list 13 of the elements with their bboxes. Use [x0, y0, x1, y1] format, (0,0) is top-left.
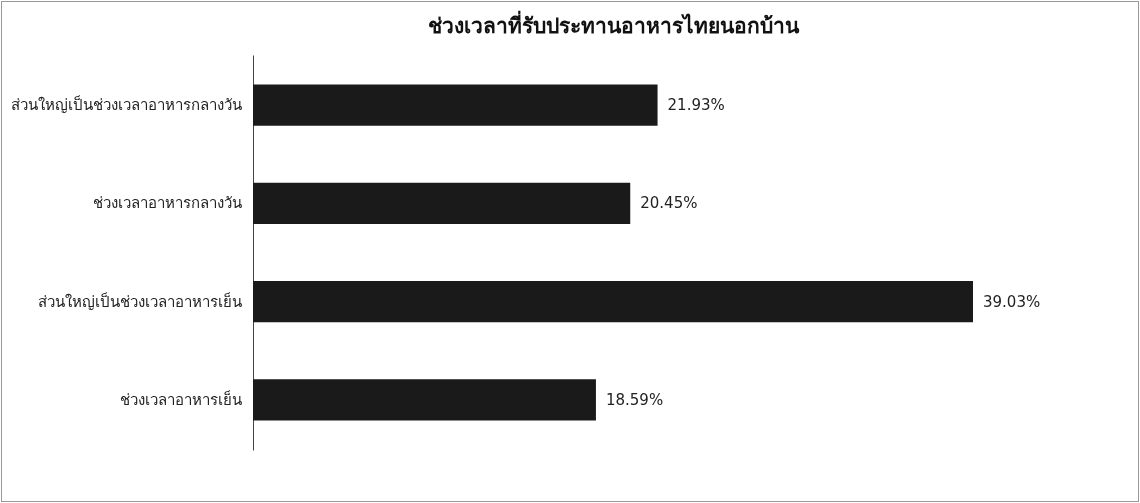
data-label: 18.59% — [605, 390, 664, 409]
bar — [253, 281, 973, 323]
bar — [253, 182, 631, 224]
y-tick-label: ช่วงเวลาอาหารเย็น — [119, 389, 242, 409]
y-tick-label: ส่วนใหญ่เป็นช่วงเวลาอาหารเย็น — [37, 291, 242, 311]
data-label: 39.03% — [983, 292, 1041, 311]
chart-title: ช่วงเวลาที่รับประทานอาหารไทยนอกบ้าน — [427, 10, 800, 38]
y-tick-label: ส่วนใหญ่เป็นช่วงเวลาอาหารกลางวัน — [10, 95, 242, 115]
bar — [253, 84, 658, 126]
bar — [253, 379, 596, 421]
y-tick-label: ช่วงเวลาอาหารกลางวัน — [92, 194, 242, 213]
data-label: 21.93% — [667, 96, 725, 115]
data-label: 20.45% — [640, 194, 698, 213]
